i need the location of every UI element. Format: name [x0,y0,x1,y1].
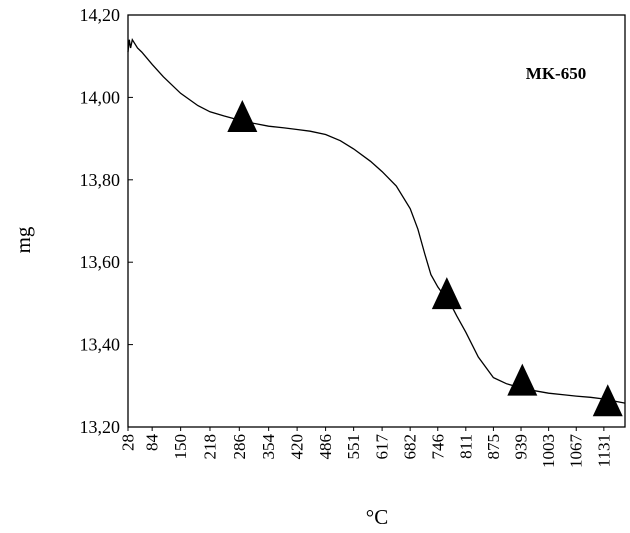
triangle-marker [431,277,462,310]
y-tick-label: 13,20 [80,417,121,437]
x-tick-label: 218 [200,434,219,460]
x-tick-label: 811 [456,434,475,459]
x-tick-label: 1131 [594,434,613,467]
data-markers [227,99,623,417]
triangle-marker [592,384,623,417]
y-tick-label: 14,20 [80,5,121,25]
x-tick-label: 84 [143,434,162,452]
x-tick-label: 1003 [539,434,558,468]
x-tick-label: 28 [119,434,138,451]
series-line [127,37,626,404]
x-axis-ticks: 28 84 150 218 286 354 420 486 551 617 682 746 811 875… [119,427,613,469]
y-tick-label: 13,60 [80,252,121,272]
x-tick-label: 486 [316,434,335,460]
plot-area-frame [127,14,626,428]
series-annotation-label: MK-650 [526,64,586,83]
y-tick-label: 13,40 [80,335,121,355]
y-tick-label: 13,80 [80,170,121,190]
x-tick-label: 746 [428,434,447,460]
x-tick-label: 354 [259,434,278,460]
x-tick-label: 617 [373,434,392,460]
y-axis-title: mg [11,226,35,253]
x-tick-label: 150 [171,434,190,460]
x-tick-label: 682 [401,434,420,460]
x-tick-label: 1067 [567,434,586,469]
x-axis-title: °C [366,505,388,529]
triangle-marker [227,99,258,132]
triangle-marker [507,363,538,396]
y-tick-label: 14,00 [80,87,121,107]
y-axis-ticks: 14,20 14,00 13,80 13,60 13,40 13,20 [80,5,133,437]
x-tick-label: 551 [344,434,363,460]
x-tick-label: 420 [288,434,307,460]
x-tick-label: 939 [512,434,531,460]
x-tick-label: 875 [484,434,503,460]
x-tick-label: 286 [230,434,249,460]
